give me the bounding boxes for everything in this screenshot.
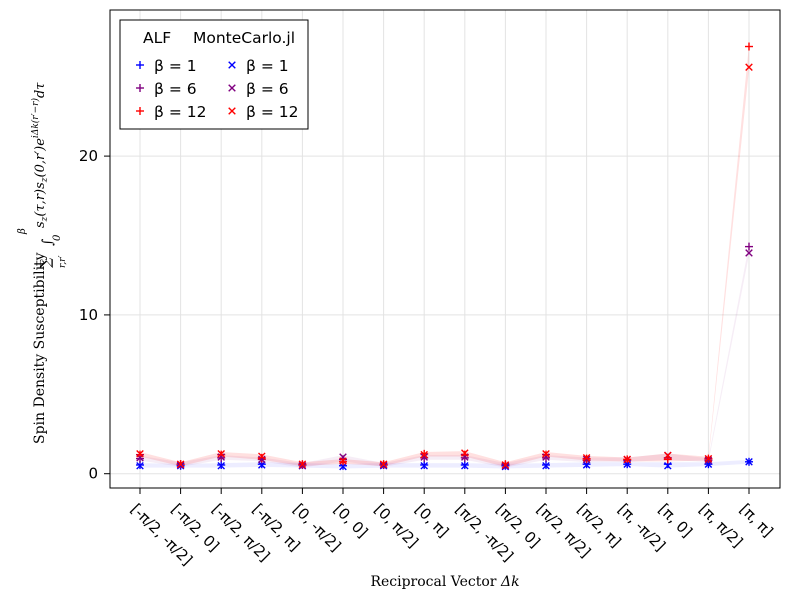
y-axis-title-integrand-exponent: iΔk(r′−r) (30, 98, 41, 139)
legend-label-4: β = 6 (246, 80, 289, 98)
legend-marker-0 (136, 61, 144, 69)
legend-label-2: β = 12 (154, 103, 206, 121)
data-point-3-5 (339, 462, 347, 471)
data-point-5-13 (664, 451, 672, 460)
band-0 (140, 459, 749, 469)
data-point-5-9 (501, 461, 510, 469)
x-axis-title: Reciprocal Vector Δk (370, 574, 519, 590)
data-markers (136, 42, 753, 471)
data-point-5-1 (176, 460, 185, 468)
y-axis-title-integrand-dtau: dτ (33, 82, 48, 98)
x-axis-title-symbol: Δk (500, 574, 520, 590)
data-point-4-10 (542, 453, 550, 461)
data-point-4-15 (745, 249, 753, 257)
legend: ALF MonteCarlo.jl β = 1β = 6β = 12β = 1β… (119, 19, 309, 130)
y-axis-title-integrand-mid: (τ,r)s (33, 182, 48, 217)
uncertainty-bands (140, 44, 749, 469)
gridlines (110, 10, 780, 488)
data-point-3-0 (136, 461, 144, 470)
y-axis-title-integrand: sz(τ,r)sz(0,r′)eiΔk(r′−r)dτ (30, 82, 50, 228)
y-axis-title: Spin Density Susceptibility ∑ r,r′ ∫ β 0… (17, 82, 68, 444)
data-point-4-14 (704, 456, 713, 465)
data-point-5-8 (461, 449, 469, 457)
y-axis-title-integral: ∫ (40, 239, 56, 246)
data-point-5-7 (420, 450, 428, 459)
data-point-2-13 (663, 455, 672, 464)
data-point-5-10 (542, 450, 550, 458)
y-axis-title-integrand-end: (0,r′)e (33, 138, 48, 178)
data-point-5-2 (217, 450, 225, 458)
data-point-3-8 (461, 461, 469, 470)
y-axis-title-integrand-sub1: z (40, 216, 50, 222)
data-point-3-7 (420, 461, 428, 470)
data-point-4-11 (582, 455, 591, 464)
legend-label-1: β = 6 (154, 80, 197, 98)
y-tick-label: 0 (88, 465, 98, 483)
plot-frame (109, 9, 781, 489)
data-point-5-5 (339, 457, 347, 465)
data-point-4-7 (420, 453, 428, 461)
legend-marker-4 (228, 84, 236, 92)
x-tick-label: [0, π/2] (371, 500, 422, 551)
y-axis-title-sum-subscript: r,r′ (58, 255, 68, 268)
legend-marker-1 (136, 84, 144, 92)
legend-label-3: β = 1 (246, 57, 289, 75)
data-point-5-15 (745, 63, 753, 71)
legend-marker-3 (228, 61, 236, 69)
data-point-1-15 (745, 242, 753, 251)
data-point-5-14 (704, 454, 713, 463)
y-tick-label: 10 (79, 306, 98, 324)
data-point-3-11 (582, 461, 591, 469)
x-axis: [-π/2, -π/2][-π/2, 0][-π/2, π/2][-π/2, π… (127, 488, 777, 569)
y-axis-title-text: Spin Density Susceptibility (32, 252, 48, 444)
legend-group-title-montecarlo: MonteCarlo.jl (193, 29, 295, 47)
legend-label-0: β = 1 (154, 57, 197, 75)
y-axis-title-sum: ∑ (38, 258, 54, 268)
x-axis-title-text: Reciprocal Vector (370, 574, 501, 590)
data-point-4-4 (298, 461, 307, 470)
y-axis-title-integral-upper: β (17, 228, 28, 235)
data-point-5-4 (298, 460, 307, 468)
data-point-5-0 (136, 450, 144, 458)
data-point-3-13 (664, 461, 672, 470)
legend-marker-5 (228, 107, 236, 115)
y-tick-label: 20 (79, 147, 98, 165)
legend-label-5: β = 12 (246, 103, 298, 121)
data-point-5-3 (258, 452, 266, 461)
legend-group-title-alf: ALF (143, 29, 171, 47)
data-point-3-2 (217, 461, 225, 470)
legend-entries: β = 1 β = 6 β = 12 β = 1 β = 6 β = 12 (136, 57, 298, 121)
y-axis-title-integral-lower: 0 (52, 234, 63, 241)
legend-box (119, 19, 309, 130)
x-tick-label: [π, π/2] (696, 500, 747, 551)
data-point-4-3 (258, 455, 266, 464)
data-point-3-10 (542, 461, 550, 470)
legend-marker-2 (136, 107, 144, 115)
y-axis: 0 10 20 (79, 147, 110, 483)
data-point-3-15 (745, 458, 753, 466)
data-point-2-3 (257, 453, 266, 462)
data-point-5-12 (623, 455, 631, 464)
y-axis-title-integrand-sub2: z (40, 177, 50, 183)
band-1 (140, 244, 749, 468)
data-point-5-6 (379, 460, 388, 468)
data-point-5-11 (582, 454, 591, 462)
data-point-4-2 (217, 453, 225, 461)
y-axis-title-integrand-s1: s (33, 221, 48, 228)
data-point-2-15 (745, 42, 753, 51)
data-point-3-3 (258, 461, 266, 469)
